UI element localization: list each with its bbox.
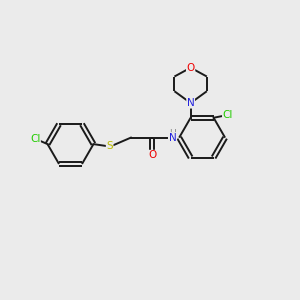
Text: O: O: [187, 63, 195, 73]
Text: Cl: Cl: [223, 110, 233, 120]
Text: Cl: Cl: [30, 134, 40, 144]
Text: O: O: [148, 150, 156, 160]
Text: S: S: [106, 142, 113, 152]
Text: N: N: [169, 133, 176, 142]
Text: H: H: [169, 129, 176, 138]
Text: N: N: [187, 98, 194, 108]
